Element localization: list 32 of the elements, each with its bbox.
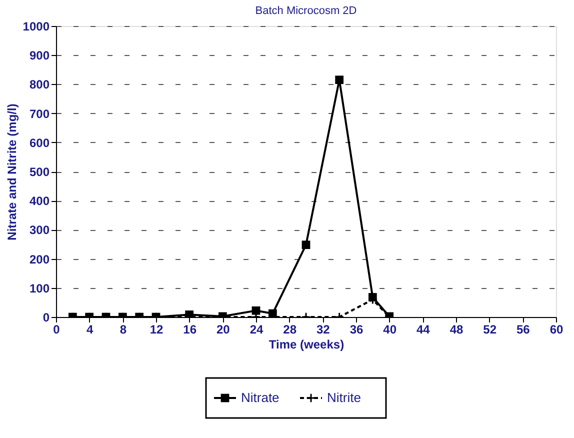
x-tick-label: 40 [383,322,397,336]
x-tick-label: 36 [350,322,364,336]
x-tick-label: 24 [250,322,264,336]
legend-label: Nitrite [327,390,361,405]
x-tick-label: 0 [53,322,60,336]
x-tick-label: 56 [516,322,530,336]
x-tick-label: 20 [216,322,230,336]
y-tick-label: 800 [29,78,50,92]
x-tick-label: 16 [183,322,197,336]
x-tick-label: 44 [416,322,430,336]
x-tick-label: 4 [86,322,94,336]
chart-title: Batch Microcosm 2D [255,5,357,17]
y-tick-label: 0 [42,310,50,324]
y-tick-label: 200 [29,252,50,266]
y-axis-title: Nitrate and Nitrite (mg/l) [4,104,19,240]
x-tick-label: 12 [150,322,164,336]
x-tick-label: 52 [483,322,497,336]
y-tick-label: 500 [29,165,50,179]
x-tick-label: 60 [550,322,564,336]
y-tick-label: 900 [29,48,50,63]
x-axis-title: Time (weeks) [268,338,344,352]
y-tick-label: 100 [29,281,50,296]
y-tick-label: 300 [29,223,50,238]
y-tick-label: 700 [29,106,50,121]
y-tick-label: 1000 [22,20,50,34]
legend-label: Nitrate [241,390,280,405]
y-tick-label: 400 [29,194,50,208]
x-tick-label: 8 [120,322,127,336]
x-tick-label: 32 [316,322,330,336]
x-tick-label: 48 [450,322,464,336]
y-tick-label: 600 [29,136,50,150]
x-tick-label: 28 [283,322,297,336]
